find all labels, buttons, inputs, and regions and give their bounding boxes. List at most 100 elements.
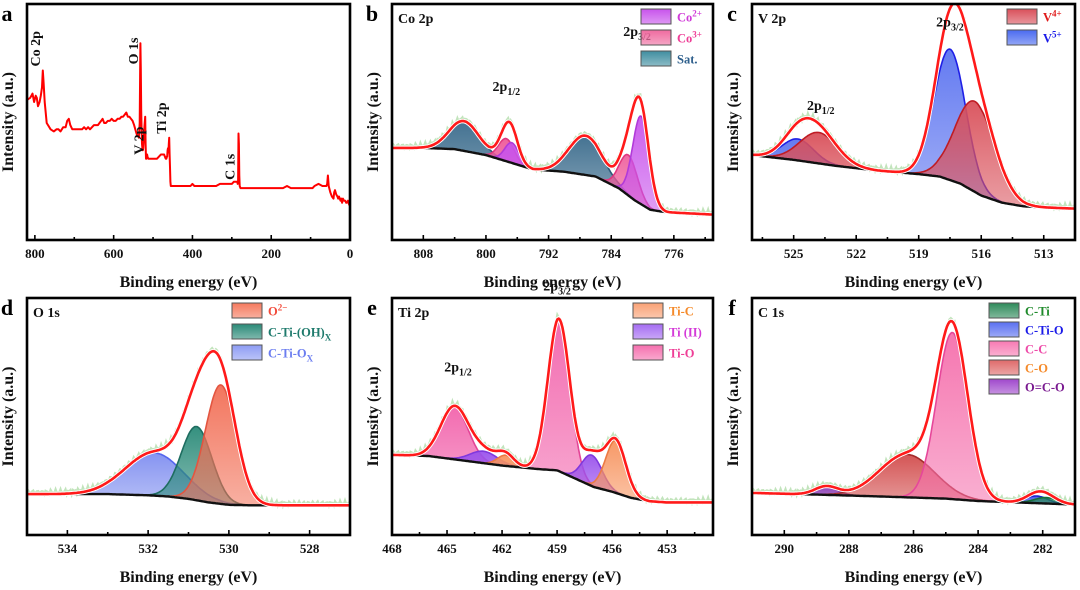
legend-label: V5+	[1043, 30, 1062, 46]
legend-swatch	[1006, 8, 1038, 25]
legend-label-text: O	[268, 305, 278, 319]
component-co3--line	[392, 137, 713, 216]
component-v5--line	[752, 48, 1075, 210]
envelope-line	[392, 95, 713, 216]
plot-area	[27, 42, 350, 206]
legend-label-sup: 4+	[1052, 9, 1062, 19]
legend-label: Ti-C	[669, 305, 694, 319]
x-tick-label: 784	[601, 246, 621, 261]
x-axis-label: Binding energy (eV)	[845, 569, 983, 586]
peak-annotation: 2p3/2	[543, 280, 571, 298]
panel-title: O 1s	[33, 306, 60, 321]
legend-swatch	[231, 302, 263, 319]
x-axis-label: Binding energy (eV)	[120, 274, 258, 291]
legend-swatch	[231, 344, 263, 361]
legend-swatch	[1006, 29, 1038, 46]
legend-label-text: C-Ti-O	[1025, 324, 1064, 338]
legend-swatch	[632, 344, 664, 361]
component-v4--area	[752, 100, 1075, 209]
x-tick-label: 525	[784, 246, 804, 261]
survey-line	[27, 42, 350, 206]
legend-swatch	[640, 8, 672, 25]
background-line	[392, 146, 713, 216]
peak-annotation: 2p1/2	[807, 99, 835, 117]
legend-label: C-Ti-O	[1025, 324, 1064, 338]
legend-label-sup: 2+	[692, 9, 702, 19]
legend-label-text: C-C	[1025, 343, 1047, 357]
x-tick-label: 465	[437, 541, 457, 556]
legend-swatch	[988, 302, 1020, 319]
component-v5--area	[752, 49, 1075, 209]
x-tick-label: 462	[492, 541, 512, 556]
panel-a-chart: a Co 2p O 1s V 2p Ti 2p C 1s 800 600 400 200 0 Bind…	[0, 1, 353, 291]
legend-label: Ti-O	[669, 347, 695, 361]
annotation-sub: 3/2	[558, 287, 571, 298]
legend-label-text: V	[1043, 32, 1052, 46]
legend-label: C-O	[1025, 362, 1048, 376]
legend-label-sup: 3+	[692, 30, 702, 40]
legend-label-text: Co	[677, 11, 692, 25]
x-tick-label: 800	[476, 246, 496, 261]
legend-label-text: V	[1043, 11, 1052, 25]
legend-label-text: O=C-O	[1025, 381, 1065, 395]
annotation-sub: 1/2	[507, 87, 520, 98]
peak-label: Co 2p	[29, 31, 44, 67]
x-tick-label: 290	[775, 541, 795, 556]
y-axis-label: Intensity (a.u.)	[365, 366, 382, 466]
component-co2--area	[392, 142, 713, 215]
y-axis-label: Intensity (a.u.)	[365, 72, 382, 172]
annotation-main: 2p	[444, 361, 459, 376]
component-v5--area	[752, 138, 1075, 209]
plot-area	[752, 316, 1075, 507]
legend-label-text: Ti-C	[669, 305, 694, 319]
x-axis-label: Binding energy (eV)	[484, 569, 622, 586]
x-tick-label: 522	[846, 246, 866, 261]
component-ti-o-area	[392, 407, 713, 503]
panel-e: e Ti 2p 2p1/2 2p3/2 Ti-C Ti (II) Ti-O 468 465 462…	[360, 280, 720, 590]
legend-label-sup: 5+	[1052, 30, 1062, 40]
legend-label-text: Ti-O	[669, 347, 695, 361]
legend-label: Co3+	[677, 30, 702, 46]
panel-letter: d	[1, 295, 13, 320]
plot-frame	[750, 2, 1077, 242]
legend-label: O2−	[268, 303, 287, 319]
annotation-main: 2p	[936, 16, 951, 31]
x-tick-label: 519	[909, 246, 929, 261]
component-co3--line	[392, 147, 713, 216]
legend-label: Sat.	[677, 53, 698, 67]
annotation-main: 2p	[543, 280, 558, 295]
x-tick-label: 528	[300, 541, 320, 556]
legend-swatch	[988, 321, 1020, 338]
panel-f: f C 1s C-Ti C-Ti-O C-C C-O O=C-O 290 288 286 284 28…	[720, 295, 1080, 590]
legend-label-text: Co	[677, 32, 692, 46]
envelope-line	[392, 317, 713, 504]
legend-label: C-Ti-(OH)X	[268, 326, 332, 343]
x-tick-label: 459	[547, 541, 567, 556]
annotation-main: 2p	[807, 99, 822, 114]
background-line	[752, 153, 1075, 210]
y-axis-label: Intensity (a.u.)	[0, 72, 17, 172]
x-tick-label: 200	[261, 246, 281, 261]
component-co3--area	[392, 138, 713, 215]
x-tick-label: 288	[839, 541, 859, 556]
component-co2--line	[392, 141, 713, 216]
panel-title: Co 2p	[398, 12, 434, 27]
panel-letter: f	[728, 295, 736, 320]
envelope-halo	[392, 94, 713, 217]
plot-area	[392, 311, 713, 507]
panel-letter: c	[727, 1, 737, 26]
legend-label: Co2+	[677, 9, 702, 25]
x-tick-label: 513	[1034, 246, 1054, 261]
legend-swatch	[231, 323, 263, 340]
legend-label: V4+	[1043, 9, 1062, 25]
legend-swatch	[632, 323, 664, 340]
x-axis-label: Binding energy (eV)	[484, 274, 622, 291]
legend-swatch	[632, 302, 664, 319]
legend-swatch	[640, 50, 672, 67]
legend-label-sub: X	[307, 354, 314, 364]
peak-label: V 2p	[132, 126, 147, 154]
